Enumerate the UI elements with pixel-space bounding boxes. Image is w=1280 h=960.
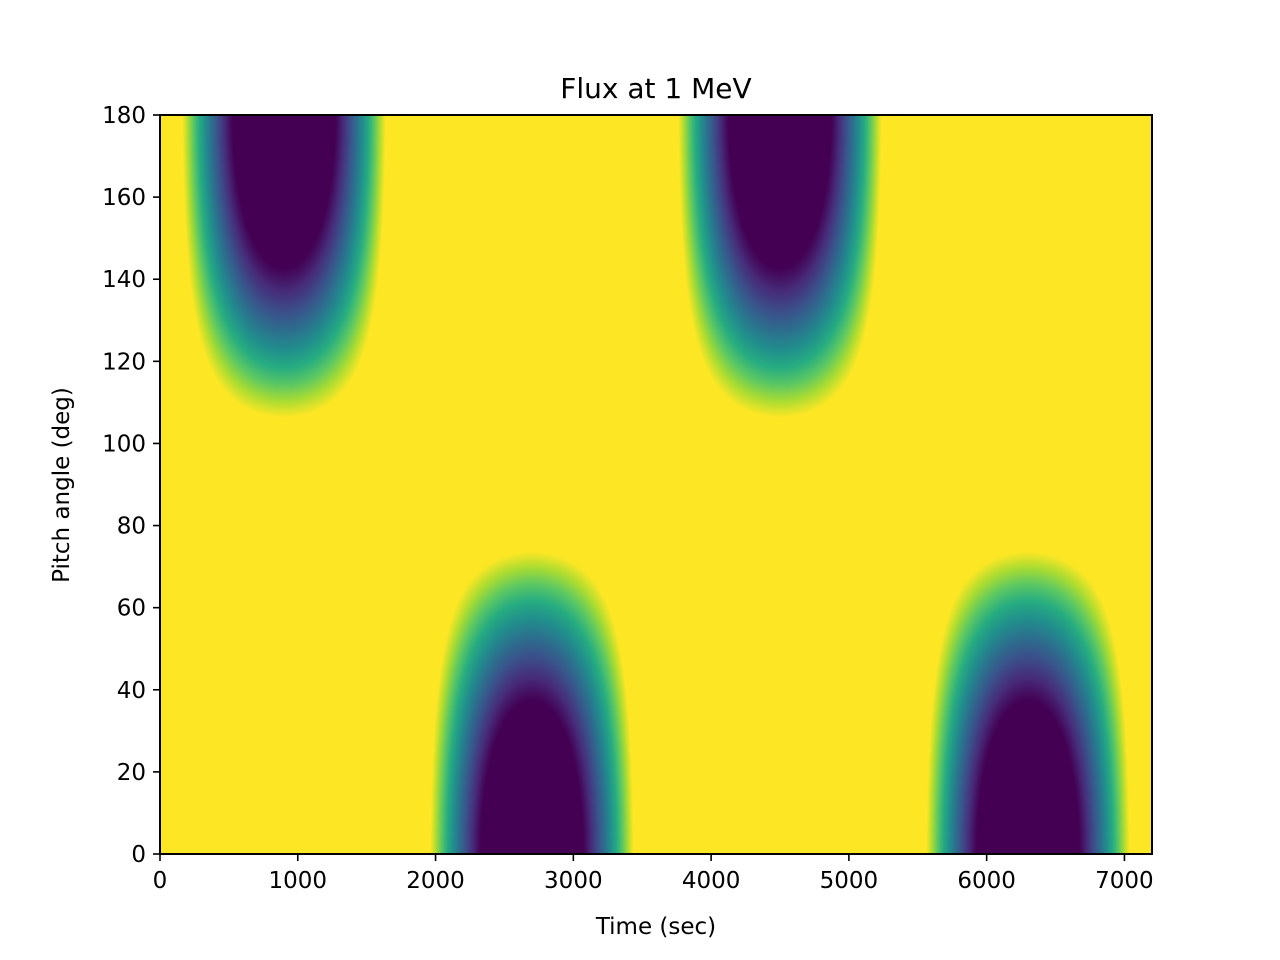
y-tick-label: 100 [102, 431, 146, 457]
y-tick-label: 40 [117, 678, 146, 704]
x-tick-label: 3000 [544, 868, 603, 894]
plot-frame [159, 114, 1153, 855]
y-tick-label: 160 [102, 185, 146, 211]
y-axis: 0 20 40 60 80 100 120 140 160 180 [102, 103, 160, 868]
x-tick-label: 4000 [682, 868, 741, 894]
x-axis-label: Time (sec) [595, 914, 716, 940]
heatmap-plot-area [160, 115, 1152, 854]
y-tick-label: 180 [102, 103, 146, 129]
x-tick-label: 0 [153, 868, 168, 894]
x-tick-label: 1000 [269, 868, 328, 894]
y-tick-label: 20 [117, 760, 146, 786]
y-tick-label: 60 [117, 596, 146, 622]
x-tick-label: 6000 [957, 868, 1016, 894]
y-tick-label: 80 [117, 514, 146, 540]
x-axis: 0 1000 2000 3000 4000 5000 6000 7000 [153, 854, 1154, 894]
x-tick-label: 5000 [820, 868, 879, 894]
heatmap-canvas [160, 115, 1152, 854]
chart-title: Flux at 1 MeV [560, 72, 751, 105]
x-tick-label: 2000 [406, 868, 465, 894]
y-axis-label: Pitch angle (deg) [49, 387, 75, 583]
x-tick-label: 7000 [1095, 868, 1154, 894]
y-tick-label: 120 [102, 349, 146, 375]
y-tick-label: 0 [131, 842, 146, 868]
y-tick-label: 140 [102, 267, 146, 293]
